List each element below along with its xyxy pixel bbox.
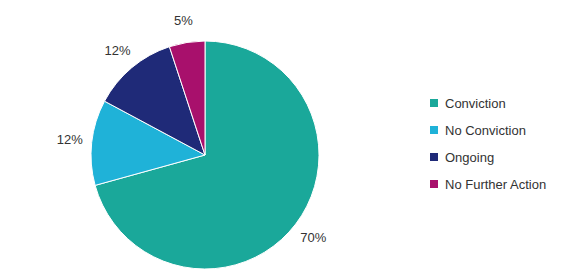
svg-text:12%: 12% — [57, 132, 83, 147]
html-text:No Conviction: No Conviction — [445, 122, 526, 138]
html-text:No Further Action: No Further Action — [445, 176, 547, 192]
svg-text:70%: 70% — [300, 230, 326, 245]
svg-text:5%: 5% — [174, 13, 193, 28]
html-text:Ongoing: Ongoing — [445, 149, 495, 165]
svg-text:12%: 12% — [105, 43, 131, 58]
html-text:Conviction: Conviction — [445, 95, 506, 111]
